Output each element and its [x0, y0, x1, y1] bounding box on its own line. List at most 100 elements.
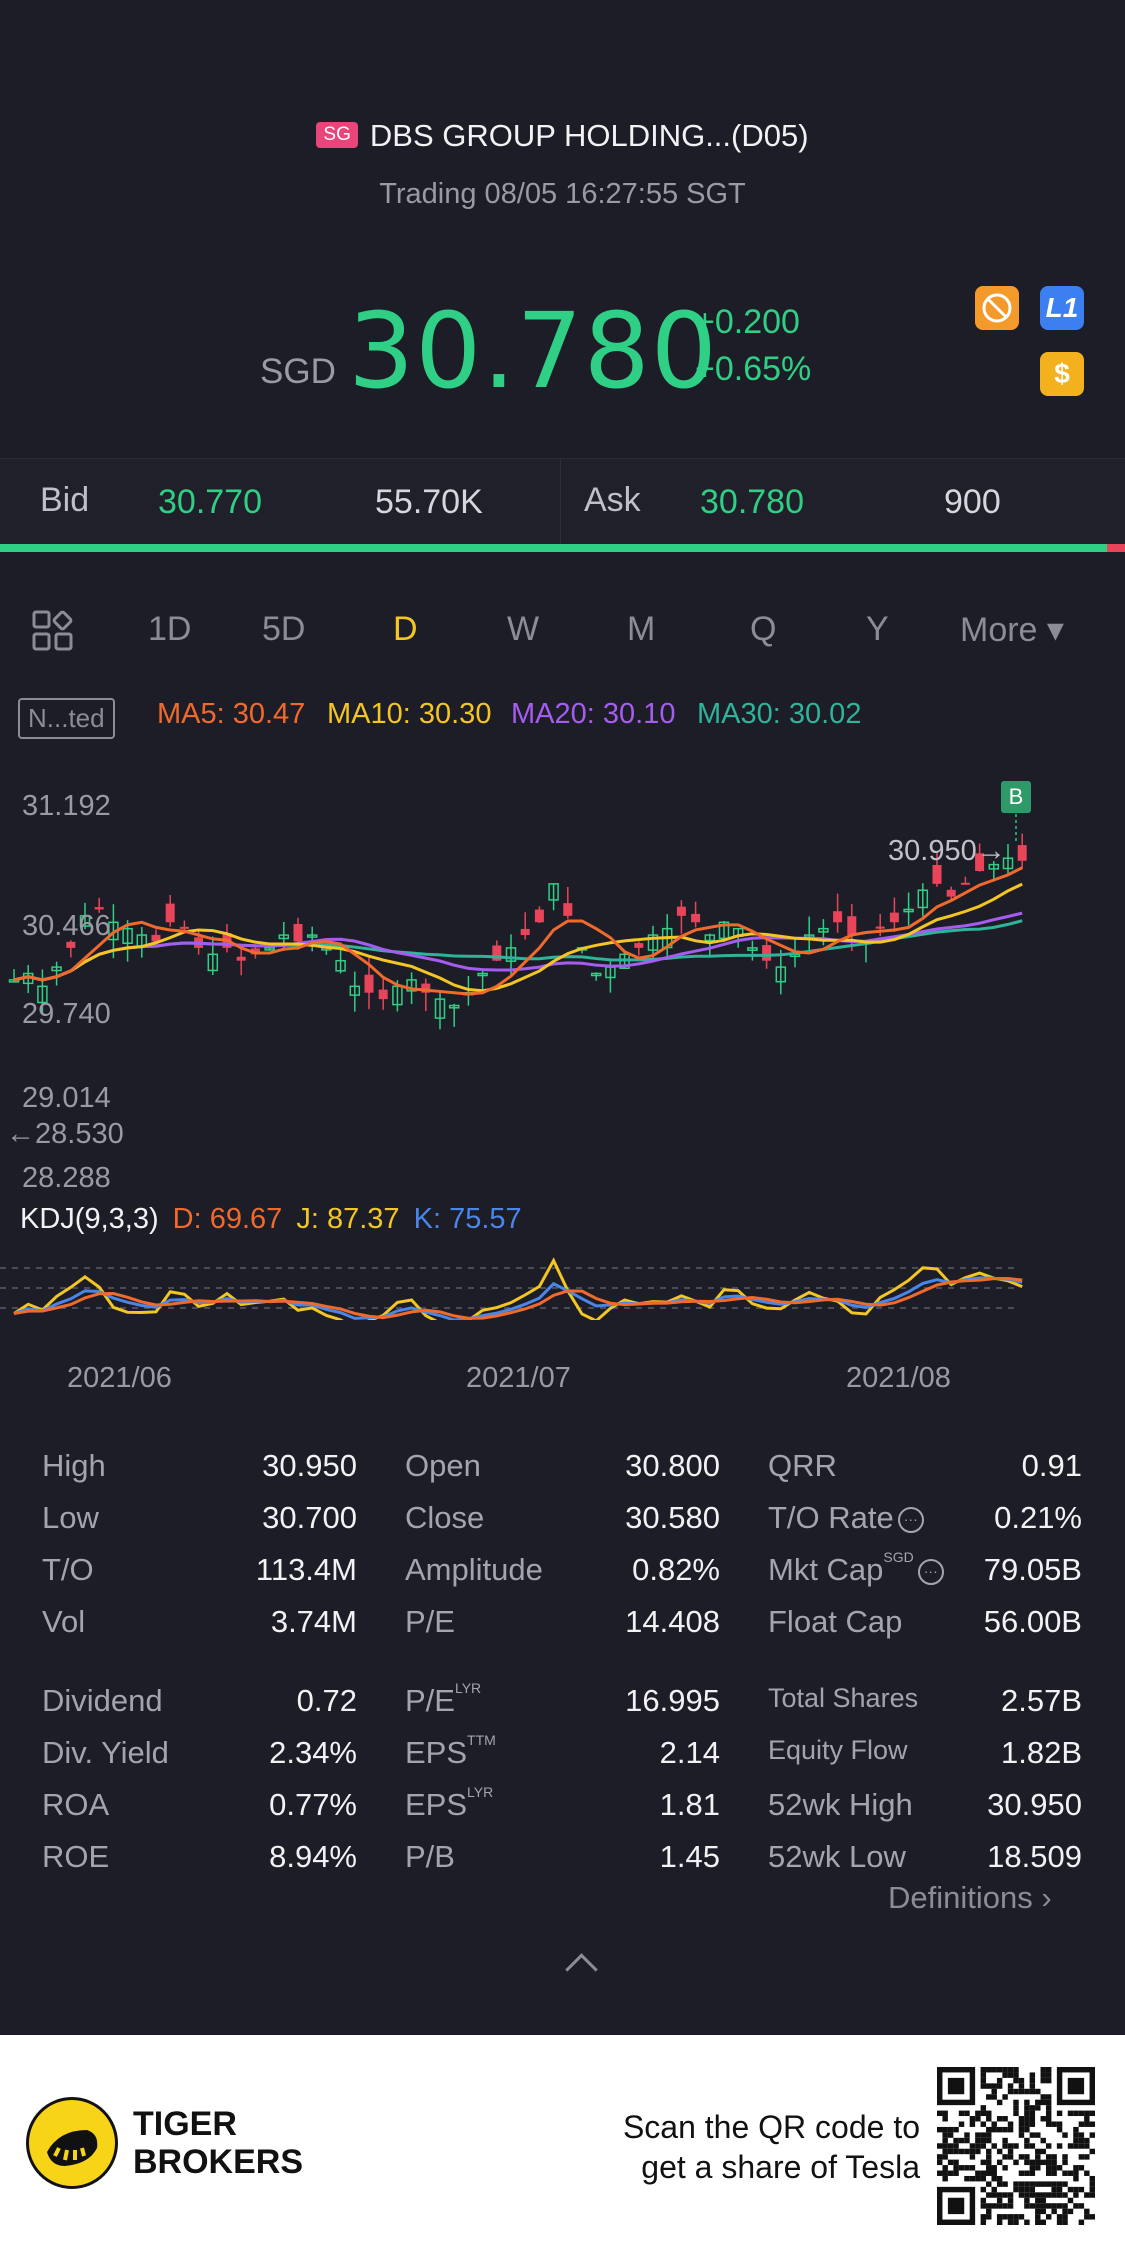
- date-label-3: 2021/08: [846, 1362, 951, 1394]
- stat-label-col1-3: Vol: [42, 1604, 85, 1640]
- candle-body: [306, 934, 318, 938]
- ask-volume: 900: [944, 483, 1001, 521]
- stat-value-col3-7: 18.509: [987, 1839, 1082, 1874]
- kdj-j: J: 87.37: [296, 1203, 400, 1235]
- candle-body: [421, 983, 431, 993]
- stat-label-col3-6: 52wk High: [768, 1787, 913, 1823]
- stat-value-col1-5: 2.34%: [269, 1735, 357, 1770]
- stat-label-text: P/E: [405, 1683, 455, 1718]
- candle-body: [590, 972, 602, 977]
- candle-body: [1002, 857, 1014, 870]
- stat-label-text: ROA: [42, 1787, 110, 1822]
- candle-body: [250, 948, 260, 955]
- more-dropdown[interactable]: More ▾: [960, 611, 1064, 649]
- stat-label-text: QRR: [768, 1448, 837, 1483]
- stat-label-text: Div. Yield: [42, 1735, 169, 1770]
- stat-label-col2-5: EPSTTM: [405, 1732, 496, 1771]
- candle-body: [946, 889, 956, 897]
- candle-body: [207, 953, 219, 972]
- stat-value-col1-7: 8.94%: [269, 1839, 357, 1874]
- last-price: 30.780: [348, 290, 718, 412]
- stat-value-col2-6: 1.81: [659, 1787, 720, 1822]
- candle-body: [718, 921, 730, 940]
- promo-footer: TIGER BROKERS Scan the QR code to get a …: [0, 2035, 1125, 2253]
- stat-label-sup: SGD: [883, 1549, 914, 1565]
- level1-icon[interactable]: L1: [1040, 286, 1084, 330]
- info-icon[interactable]: ···: [897, 1506, 924, 1533]
- stat-label-col2-4: P/ELYR: [405, 1680, 482, 1719]
- stat-value-col1-2: 113.4M: [255, 1552, 357, 1587]
- dollar-icon[interactable]: $: [1040, 352, 1084, 396]
- tab-w[interactable]: W: [507, 610, 540, 648]
- stat-value-col1-1: 30.700: [262, 1500, 357, 1535]
- qr-code-icon: [937, 2067, 1095, 2225]
- candle-body: [51, 966, 62, 972]
- candle-body: [988, 863, 1000, 870]
- stat-label-text: 52wk High: [768, 1787, 913, 1822]
- stat-value-col3-1: 0.21%: [994, 1500, 1082, 1535]
- stat-label-sup: LYR: [454, 1680, 482, 1696]
- tab-5d[interactable]: 5D: [262, 610, 306, 648]
- candle-body: [364, 974, 374, 993]
- stat-value-col2-2: 0.82%: [632, 1552, 720, 1587]
- candlestick-chart[interactable]: [0, 760, 1125, 1320]
- stat-label-text: 52wk Low: [768, 1839, 906, 1874]
- stat-label-text: Low: [42, 1500, 99, 1535]
- stat-value-col3-4: 2.57B: [1000, 1683, 1082, 1718]
- y-label-5: 28.288: [22, 1162, 111, 1194]
- stat-label-text: T/O: [42, 1552, 94, 1587]
- tab-q[interactable]: Q: [750, 610, 777, 648]
- stat-label-text: Dividend: [42, 1683, 163, 1718]
- stat-label-col1-0: High: [42, 1448, 106, 1484]
- stat-label-col2-2: Amplitude: [405, 1552, 543, 1588]
- tab-d[interactable]: D: [393, 610, 418, 648]
- no-short-icon[interactable]: [975, 286, 1019, 330]
- stat-label-text: Vol: [42, 1604, 86, 1639]
- tab-1d[interactable]: 1D: [148, 610, 192, 648]
- candle-body: [122, 927, 133, 944]
- stat-label-text: Float Cap: [768, 1604, 903, 1639]
- bid-ask-divider: [560, 459, 561, 549]
- candle-body: [762, 945, 772, 961]
- promo-text: Scan the QR code to get a share of Tesla: [540, 2107, 920, 2187]
- stat-value-col2-7: 1.45: [659, 1839, 720, 1874]
- bid-price: 30.770: [158, 483, 262, 521]
- stat-label-text: Amplitude: [405, 1552, 543, 1587]
- ma20-value: MA20: 30.10: [511, 698, 676, 730]
- candle-body: [932, 864, 942, 884]
- kdj-k-line: [13, 1276, 1023, 1320]
- buy-marker[interactable]: B: [1001, 781, 1031, 813]
- candle-body: [917, 889, 929, 909]
- stat-label-col3-3: Float Cap: [768, 1604, 902, 1640]
- candle-body: [960, 882, 970, 885]
- kdj-d-line: [13, 1277, 1023, 1320]
- kdj-j-line: [13, 1257, 1023, 1320]
- ask-label: Ask: [584, 481, 641, 519]
- bid-ask-bar[interactable]: Bid 30.770 55.70K Ask 30.780 900: [0, 458, 1125, 549]
- candle-body: [676, 906, 686, 916]
- stat-label-text: T/O Rate: [768, 1500, 894, 1535]
- stat-label-text: Equity Flow: [768, 1735, 908, 1765]
- stock-title-row[interactable]: SG DBS GROUP HOLDING...(D05): [0, 118, 1125, 154]
- collapse-chevron-icon[interactable]: [565, 1953, 598, 1986]
- candle-body: [66, 941, 76, 948]
- candle-body: [151, 934, 161, 942]
- ma5-value: MA5: 30.47: [157, 698, 306, 730]
- stat-value-col2-0: 30.800: [625, 1448, 720, 1483]
- tab-m[interactable]: M: [627, 610, 656, 648]
- bid-ratio-bar: [0, 544, 1107, 552]
- stat-label-col2-7: P/B: [405, 1839, 455, 1875]
- kdj-label: KDJ(9,3,3): [20, 1203, 159, 1235]
- tab-y[interactable]: Y: [866, 610, 889, 648]
- definitions-link[interactable]: Definitions ›: [888, 1880, 1052, 1915]
- y-label-2: 30.466: [22, 910, 111, 942]
- low-marker: ←28.530: [6, 1118, 124, 1150]
- info-icon[interactable]: ···: [917, 1558, 944, 1585]
- candle-body: [434, 998, 446, 1019]
- indicator-selector[interactable]: N...ted: [18, 698, 115, 739]
- price-change: +0.200: [695, 303, 800, 341]
- layout-grid-icon[interactable]: [32, 610, 74, 657]
- brand-line-2: BROKERS: [133, 2143, 304, 2181]
- stat-label-col1-7: ROE: [42, 1839, 109, 1875]
- stat-value-col2-5: 2.14: [659, 1735, 720, 1770]
